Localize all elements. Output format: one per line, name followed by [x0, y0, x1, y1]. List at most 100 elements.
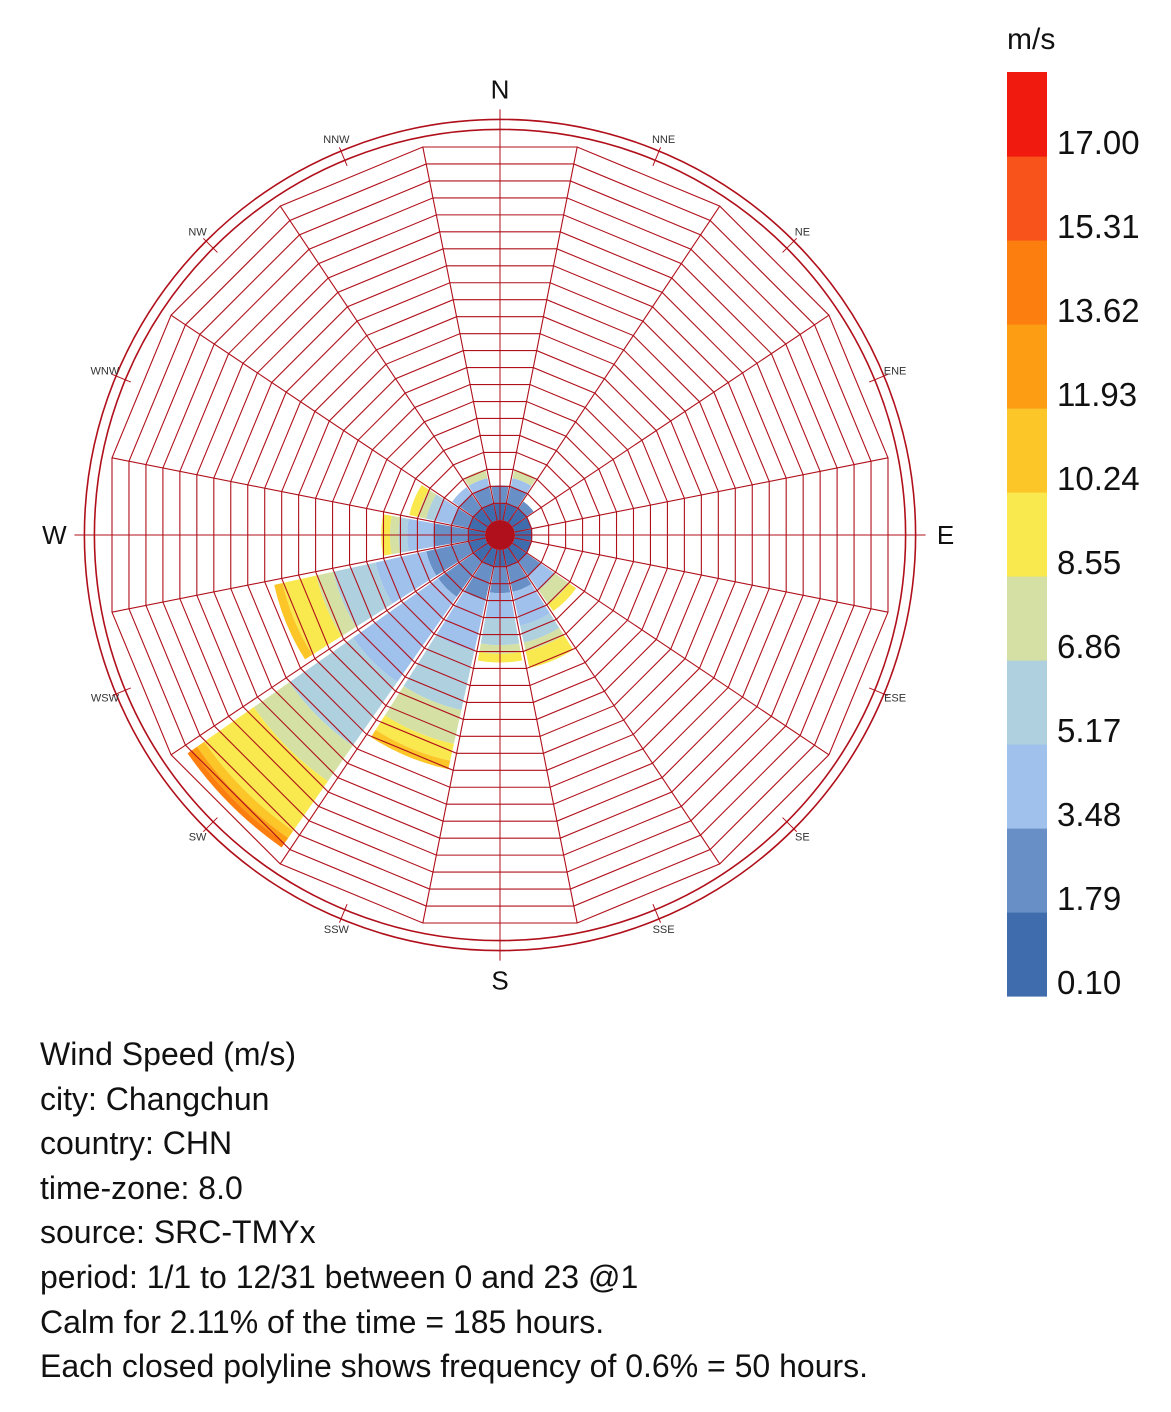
direction-label-wnw: WNW [91, 365, 120, 377]
petal-nw-bin-2 [452, 487, 472, 507]
sector-boundary [512, 542, 830, 756]
direction-axis [868, 687, 888, 697]
sector-boundary [111, 537, 486, 613]
petal-se-bin-4 [538, 573, 570, 605]
petal-sw-bin-2 [353, 578, 457, 682]
sector-boundary [507, 547, 721, 865]
info-country: country: CHN [40, 1125, 233, 1162]
petal-sse-bin-4 [523, 627, 564, 652]
petal-wsw-bin-0 [468, 538, 488, 553]
colorbar-tick-label: 3.48 [1057, 796, 1121, 833]
sector-boundary [422, 146, 498, 521]
wind-rose-chart: N NNE NE ENE E ESE SE SSE S SSW SW WSW W WNW NW NNW 17.… [42, 23, 1140, 1001]
petal-sw-bin-7 [192, 746, 289, 843]
direction-label-ene: ENE [884, 365, 907, 377]
petal-nnw-bin-2 [468, 478, 490, 494]
frequency-grid [111, 146, 889, 924]
direction-label-n: N [491, 74, 510, 104]
info-polyline-note: Each closed polyline shows frequency of … [40, 1348, 869, 1385]
sector-boundary [170, 314, 488, 528]
direction-axis [112, 373, 132, 383]
chart-info: Wind Speed (m/s) city: Changchun country… [40, 1032, 868, 1389]
direction-axis [112, 687, 132, 697]
info-timezone: time-zone: 8.0 [40, 1169, 243, 1206]
info-period: period: 1/1 to 12/31 between 0 and 23 @1 [40, 1258, 639, 1295]
direction-axis [782, 237, 798, 253]
wind-rose-petals [187, 469, 577, 848]
direction-axis [652, 903, 662, 923]
direction-axis [202, 237, 218, 253]
colorbar-segment [1007, 72, 1047, 157]
direction-axis [868, 373, 888, 383]
direction-label-sse: SSE [653, 924, 675, 936]
colorbar-tick-label: 10.24 [1057, 460, 1140, 497]
colorbar-tick-label: 8.55 [1057, 544, 1121, 581]
petal-ne-bin-0 [508, 508, 527, 527]
petal-wnw-bin-4 [417, 489, 437, 519]
direction-label-w: W [42, 520, 67, 550]
direction-label-ese: ESE [884, 693, 906, 705]
direction-axis [782, 817, 798, 833]
petal-ssw-bin-2 [436, 591, 486, 652]
sector-boundary [507, 205, 721, 523]
colorbar-tick-label: 11.93 [1057, 376, 1137, 413]
petal-sse-bin-1 [506, 562, 532, 592]
petal-wnw-bin-3 [426, 494, 444, 521]
colorbar-segment [1007, 156, 1047, 241]
outer-frame [74, 109, 926, 961]
direction-label-s: S [491, 966, 508, 996]
direction-labels: N NNE NE ENE E ESE SE SSE S SSW SW WSW W WNW NW NNW [42, 74, 954, 995]
sector-boundary [514, 457, 889, 533]
petal-wsw-bin-1 [426, 541, 473, 576]
petal-nw-bin-1 [459, 494, 482, 517]
petal-ssw-bin-5 [375, 715, 454, 761]
colorbar-tick-label: 1.79 [1057, 880, 1121, 917]
info-calm: Calm for 2.11% of the time = 185 hours. [40, 1303, 605, 1340]
sector-boundary [512, 314, 830, 528]
petal-sw-bin-3 [289, 637, 398, 746]
sector-boundary [422, 549, 498, 924]
petal-wnw-bin-2 [434, 499, 459, 525]
direction-label-se: SE [795, 831, 810, 843]
petal-wsw-bin-3 [333, 562, 393, 627]
petal-sse-bin-5 [525, 635, 574, 668]
colorbar-tick-label: 6.86 [1057, 628, 1121, 665]
petal-sw-bin-0 [473, 543, 492, 562]
petal-sw-bin-1 [438, 553, 482, 597]
sector-boundary [502, 146, 578, 521]
petal-ese-bin-0 [512, 538, 532, 553]
sector-boundary [279, 205, 493, 523]
direction-label-nw: NW [188, 227, 207, 239]
petal-nnw-bin-0 [482, 503, 497, 523]
petal-se-bin-1 [518, 553, 541, 576]
petal-ssw-bin-6 [370, 729, 451, 770]
colorbar-tick-label: 17.00 [1057, 124, 1140, 161]
direction-label-sw: SW [189, 831, 207, 843]
direction-axis [202, 817, 218, 833]
info-city: city: Changchun [40, 1080, 270, 1117]
colorbar-segment [1007, 492, 1047, 577]
frequency-ring-22 [111, 146, 889, 924]
petal-sw-bin-8 [187, 750, 285, 848]
colorbar-segment [1007, 576, 1047, 661]
sector-boundary [170, 542, 488, 756]
petal-se-bin-2 [528, 563, 555, 590]
petal-sw-bin-4 [253, 682, 353, 782]
petal-wnw-bin-0 [468, 517, 488, 532]
petal-wsw-bin-2 [375, 551, 437, 604]
petal-nne-bin-2 [510, 478, 532, 494]
petal-sse-bin-3 [520, 613, 560, 643]
petal-nne-bin-4 [512, 469, 536, 486]
colorbar-unit-label: m/s [1007, 23, 1055, 56]
colorbar-tick-label: 5.17 [1057, 712, 1121, 749]
colorbar-segment [1007, 660, 1047, 745]
petal-wsw-bin-5 [282, 575, 342, 655]
petal-ene-bin-0 [512, 517, 532, 532]
petal-nnw-bin-4 [464, 469, 488, 486]
petal-se-bin-5 [548, 583, 577, 612]
colorbar-tick-label: 0.10 [1057, 964, 1121, 1001]
direction-axis [652, 147, 662, 167]
petal-wsw-bin-6 [274, 582, 313, 660]
colorbar-tick-label: 13.62 [1057, 292, 1140, 329]
petal-sw-bin-6 [197, 741, 294, 838]
